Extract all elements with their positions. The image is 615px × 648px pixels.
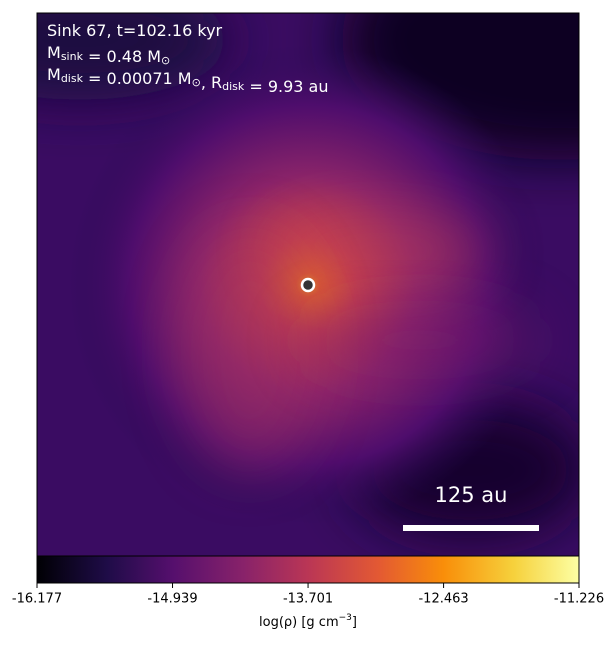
annotation-subscript: disk — [61, 72, 84, 85]
annotation-subscript: ⊙ — [161, 54, 170, 67]
annotation-text: = 0.48 M — [83, 47, 161, 66]
annotation: Sink 67, t=102.16 kyr — [47, 21, 223, 40]
density-map — [37, 13, 579, 556]
scale-bar-label: 125 au — [435, 483, 508, 507]
colorbar-tick-label: -14.939 — [147, 592, 197, 607]
annotation-subscript: disk — [222, 80, 245, 93]
colorbar — [36, 555, 580, 584]
annotation-text: Sink 67, t=102.16 kyr — [47, 21, 223, 40]
colorbar-tick-label: -13.701 — [283, 592, 333, 607]
colorbar-label-end: ] — [352, 615, 357, 630]
annotation-text: = 0.00071 M — [83, 69, 192, 88]
sink-marker — [300, 277, 316, 293]
annotation: Msink = 0.48 M⊙ — [47, 43, 170, 68]
colorbar-label: log(ρ) [g cm−3] — [259, 613, 357, 630]
annotation-text: M — [47, 65, 61, 84]
colorbar-axis: -16.177 -14.939 -13.701 -12.463 -11.226 — [12, 583, 604, 607]
colorbar-tick-label: -16.177 — [12, 592, 62, 607]
annotation: Mdisk = 0.00071 M⊙, Rdisk = 9.93 au — [47, 65, 328, 96]
colorbar-tick-label: -11.226 — [554, 592, 604, 607]
annotation-text: , R — [201, 73, 222, 92]
colorbar-label-sup: −3 — [339, 613, 352, 623]
annotation-subscript: ⊙ — [192, 76, 201, 89]
colorbar-tick-label: -12.463 — [418, 592, 468, 607]
annotation-subscript: sink — [61, 50, 84, 63]
annotation-text: = 9.93 au — [244, 77, 328, 96]
annotation-text: M — [47, 43, 61, 62]
colorbar-label-text: log(ρ) [g cm — [259, 615, 339, 630]
